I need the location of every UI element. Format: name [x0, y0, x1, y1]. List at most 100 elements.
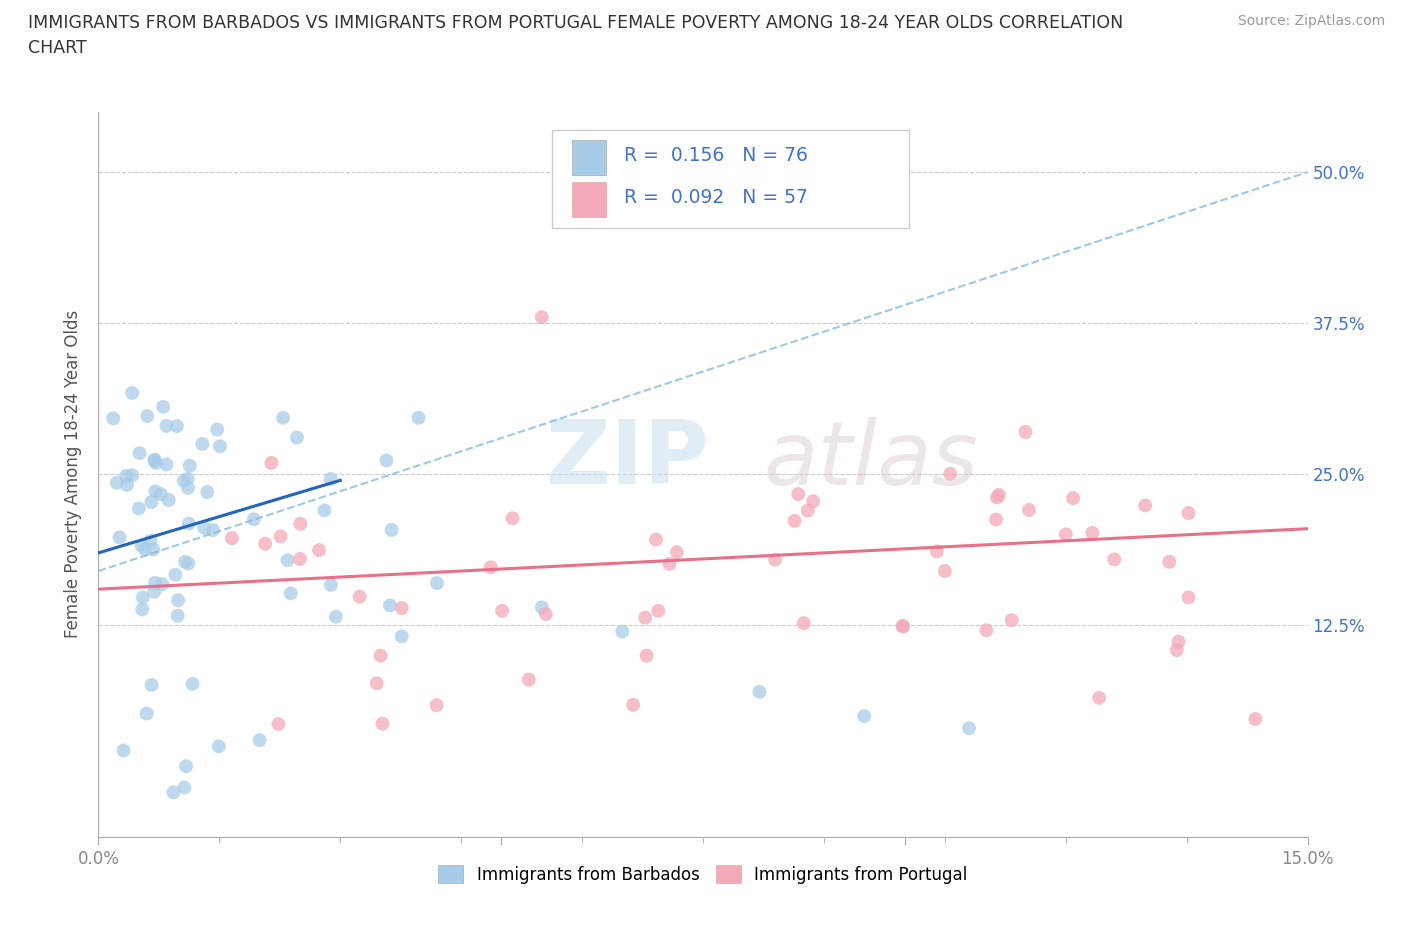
Point — [134, 542, 156, 557]
Point — [174, 554, 197, 569]
Point — [645, 532, 668, 547]
Point — [612, 624, 634, 639]
Point — [115, 469, 138, 484]
Point — [426, 576, 449, 591]
Point — [1167, 634, 1189, 649]
Point — [128, 445, 150, 460]
Point — [208, 739, 231, 754]
Text: IMMIGRANTS FROM BARBADOS VS IMMIGRANTS FROM PORTUGAL FEMALE POVERTY AMONG 18-24 : IMMIGRANTS FROM BARBADOS VS IMMIGRANTS F… — [28, 14, 1123, 32]
Text: ZIP: ZIP — [546, 417, 709, 503]
Point — [285, 431, 308, 445]
Point — [797, 503, 820, 518]
Point — [152, 399, 174, 414]
Point — [243, 512, 266, 526]
Point — [131, 538, 153, 553]
Point — [165, 567, 187, 582]
Text: Source: ZipAtlas.com: Source: ZipAtlas.com — [1237, 14, 1385, 28]
Point — [177, 481, 200, 496]
Point — [1014, 425, 1036, 440]
Point — [191, 436, 214, 451]
Point — [174, 759, 197, 774]
Point — [308, 542, 330, 557]
Point — [166, 608, 188, 623]
Point — [112, 743, 135, 758]
Point — [530, 310, 553, 325]
Point — [621, 698, 644, 712]
Point — [371, 716, 394, 731]
Point — [177, 556, 200, 571]
Point — [270, 529, 292, 544]
Text: CHART: CHART — [28, 39, 87, 57]
Point — [391, 601, 413, 616]
Point — [1088, 690, 1111, 705]
Point — [1062, 491, 1084, 506]
Point — [1081, 525, 1104, 540]
Point — [793, 616, 815, 631]
Point — [131, 602, 153, 617]
Point — [408, 410, 430, 425]
Point — [288, 551, 311, 566]
Point — [783, 513, 806, 528]
Point — [181, 676, 204, 691]
Point — [319, 578, 342, 592]
Point — [502, 511, 524, 525]
Point — [143, 452, 166, 467]
Bar — [572, 182, 606, 217]
Point — [108, 530, 131, 545]
Point — [290, 516, 312, 531]
Point — [1104, 551, 1126, 566]
Point — [280, 586, 302, 601]
Point — [370, 648, 392, 663]
Point — [135, 706, 157, 721]
Point — [1054, 527, 1077, 542]
Point — [162, 785, 184, 800]
Point — [787, 486, 810, 501]
Point — [378, 598, 401, 613]
Point — [145, 484, 167, 498]
Point — [132, 590, 155, 604]
Point — [139, 533, 162, 548]
Point — [891, 619, 914, 634]
Point — [517, 672, 540, 687]
Point — [534, 606, 557, 621]
Point — [105, 475, 128, 490]
Point — [155, 457, 177, 472]
Point — [763, 552, 786, 567]
Bar — [572, 140, 606, 175]
Point — [260, 456, 283, 471]
Point — [208, 439, 231, 454]
Point — [141, 677, 163, 692]
Point — [325, 609, 347, 624]
Point — [380, 523, 402, 538]
Point — [177, 516, 200, 531]
Point — [1166, 643, 1188, 658]
Point — [173, 780, 195, 795]
Point — [143, 453, 166, 468]
Point — [149, 486, 172, 501]
Point — [136, 408, 159, 423]
FancyBboxPatch shape — [551, 130, 908, 228]
Point — [986, 490, 1008, 505]
Point — [205, 422, 228, 437]
Point — [934, 564, 956, 578]
Point — [530, 600, 553, 615]
Point — [193, 521, 215, 536]
Point — [103, 411, 125, 426]
Point — [976, 623, 998, 638]
Point — [925, 544, 948, 559]
Point — [939, 466, 962, 481]
Point — [115, 477, 138, 492]
Point — [121, 468, 143, 483]
Point — [202, 523, 225, 538]
Point — [1135, 498, 1157, 512]
Point — [121, 386, 143, 401]
Point — [853, 709, 876, 724]
Point — [1001, 613, 1024, 628]
Point — [891, 618, 914, 633]
Point — [111, 20, 134, 34]
Point — [157, 493, 180, 508]
Point — [167, 592, 190, 607]
Point — [145, 456, 167, 471]
Point — [801, 494, 824, 509]
Point — [647, 604, 669, 618]
